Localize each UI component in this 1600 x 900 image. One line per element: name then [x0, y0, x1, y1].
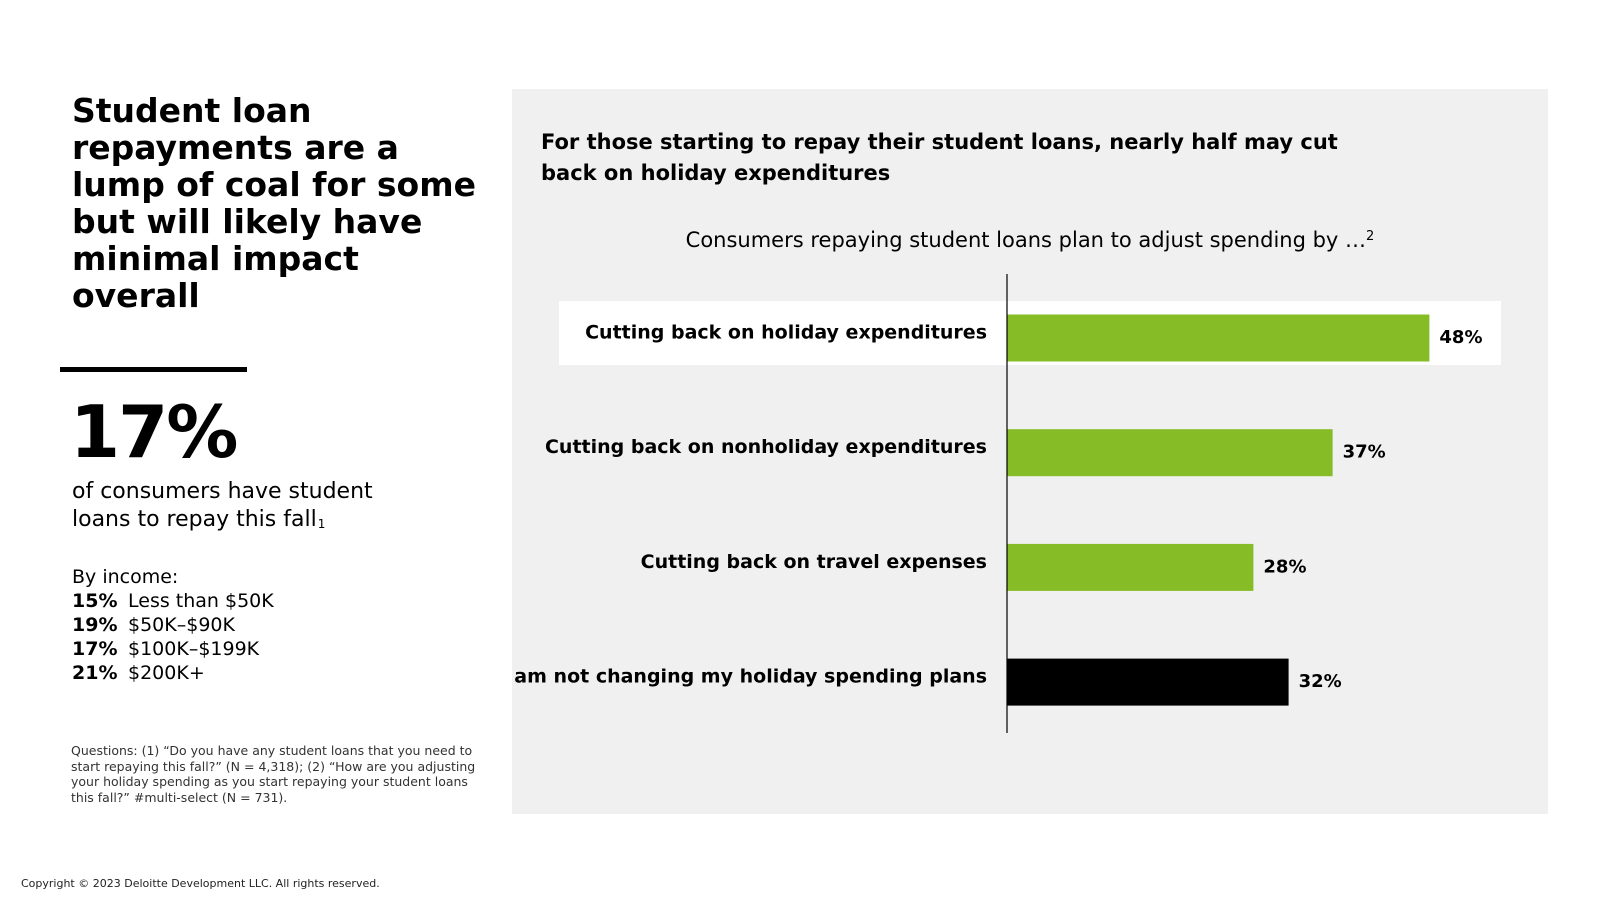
category-label: Cutting back on travel expenses: [641, 551, 987, 573]
value-label: 48%: [1439, 327, 1482, 348]
income-label: $200K+: [128, 662, 205, 684]
income-pct: 19%: [72, 614, 118, 636]
income-label: Less than $50K: [128, 590, 274, 612]
income-pct: 17%: [72, 638, 118, 660]
income-pct: 15%: [72, 590, 118, 612]
category-label: Cutting back on nonholiday expenditures: [545, 436, 987, 458]
category-label: I am not changing my holiday spending pl…: [512, 666, 987, 688]
bar: [1007, 658, 1289, 706]
chart-title-text: Consumers repaying student loans plan to…: [685, 228, 1367, 252]
income-row: 15% Less than $50K: [72, 589, 274, 613]
value-label: 28%: [1263, 556, 1306, 577]
copyright-notice: Copyright © 2023 Deloitte Development LL…: [21, 877, 380, 890]
stat-footnote-ref: 1: [317, 517, 326, 531]
big-stat-value: 17%: [70, 390, 238, 474]
income-row: 17% $100K–$199K: [72, 637, 274, 661]
panel-title: For those starting to repay their studen…: [541, 130, 1338, 185]
income-label: $100K–$199K: [128, 638, 260, 660]
chart-title-footnote-ref: 2: [1366, 229, 1375, 244]
value-label: 37%: [1343, 442, 1386, 463]
stat-description: of consumers have student loans to repay…: [72, 478, 402, 534]
bar-chart: Cutting back on holiday expenditures 48% C…: [512, 274, 1501, 733]
income-heading: By income:: [72, 566, 179, 588]
chart-panel: For those starting to repay their studen…: [512, 89, 1548, 814]
bar: [1007, 314, 1430, 362]
bar: [1007, 429, 1333, 477]
questions-footnote: Questions: (1) “Do you have any student …: [71, 743, 476, 805]
income-breakdown: By income: 15% Less than $50K 19% $50K–$90…: [72, 565, 274, 685]
category-label: Cutting back on holiday expenditures: [585, 322, 987, 344]
income-row: 19% $50K–$90K: [72, 613, 274, 637]
income-pct: 21%: [72, 662, 118, 684]
stat-description-text: of consumers have student loans to repay…: [72, 479, 373, 532]
income-label: $50K–$90K: [128, 614, 235, 636]
bar: [1007, 543, 1254, 591]
income-row: 21% $200K+: [72, 661, 274, 685]
value-label: 32%: [1299, 671, 1342, 692]
stat-divider: [60, 367, 247, 372]
chart-title: Consumers repaying student loans plan to…: [512, 227, 1548, 253]
page-headline: Student loan repayments are a lump of co…: [72, 91, 476, 315]
